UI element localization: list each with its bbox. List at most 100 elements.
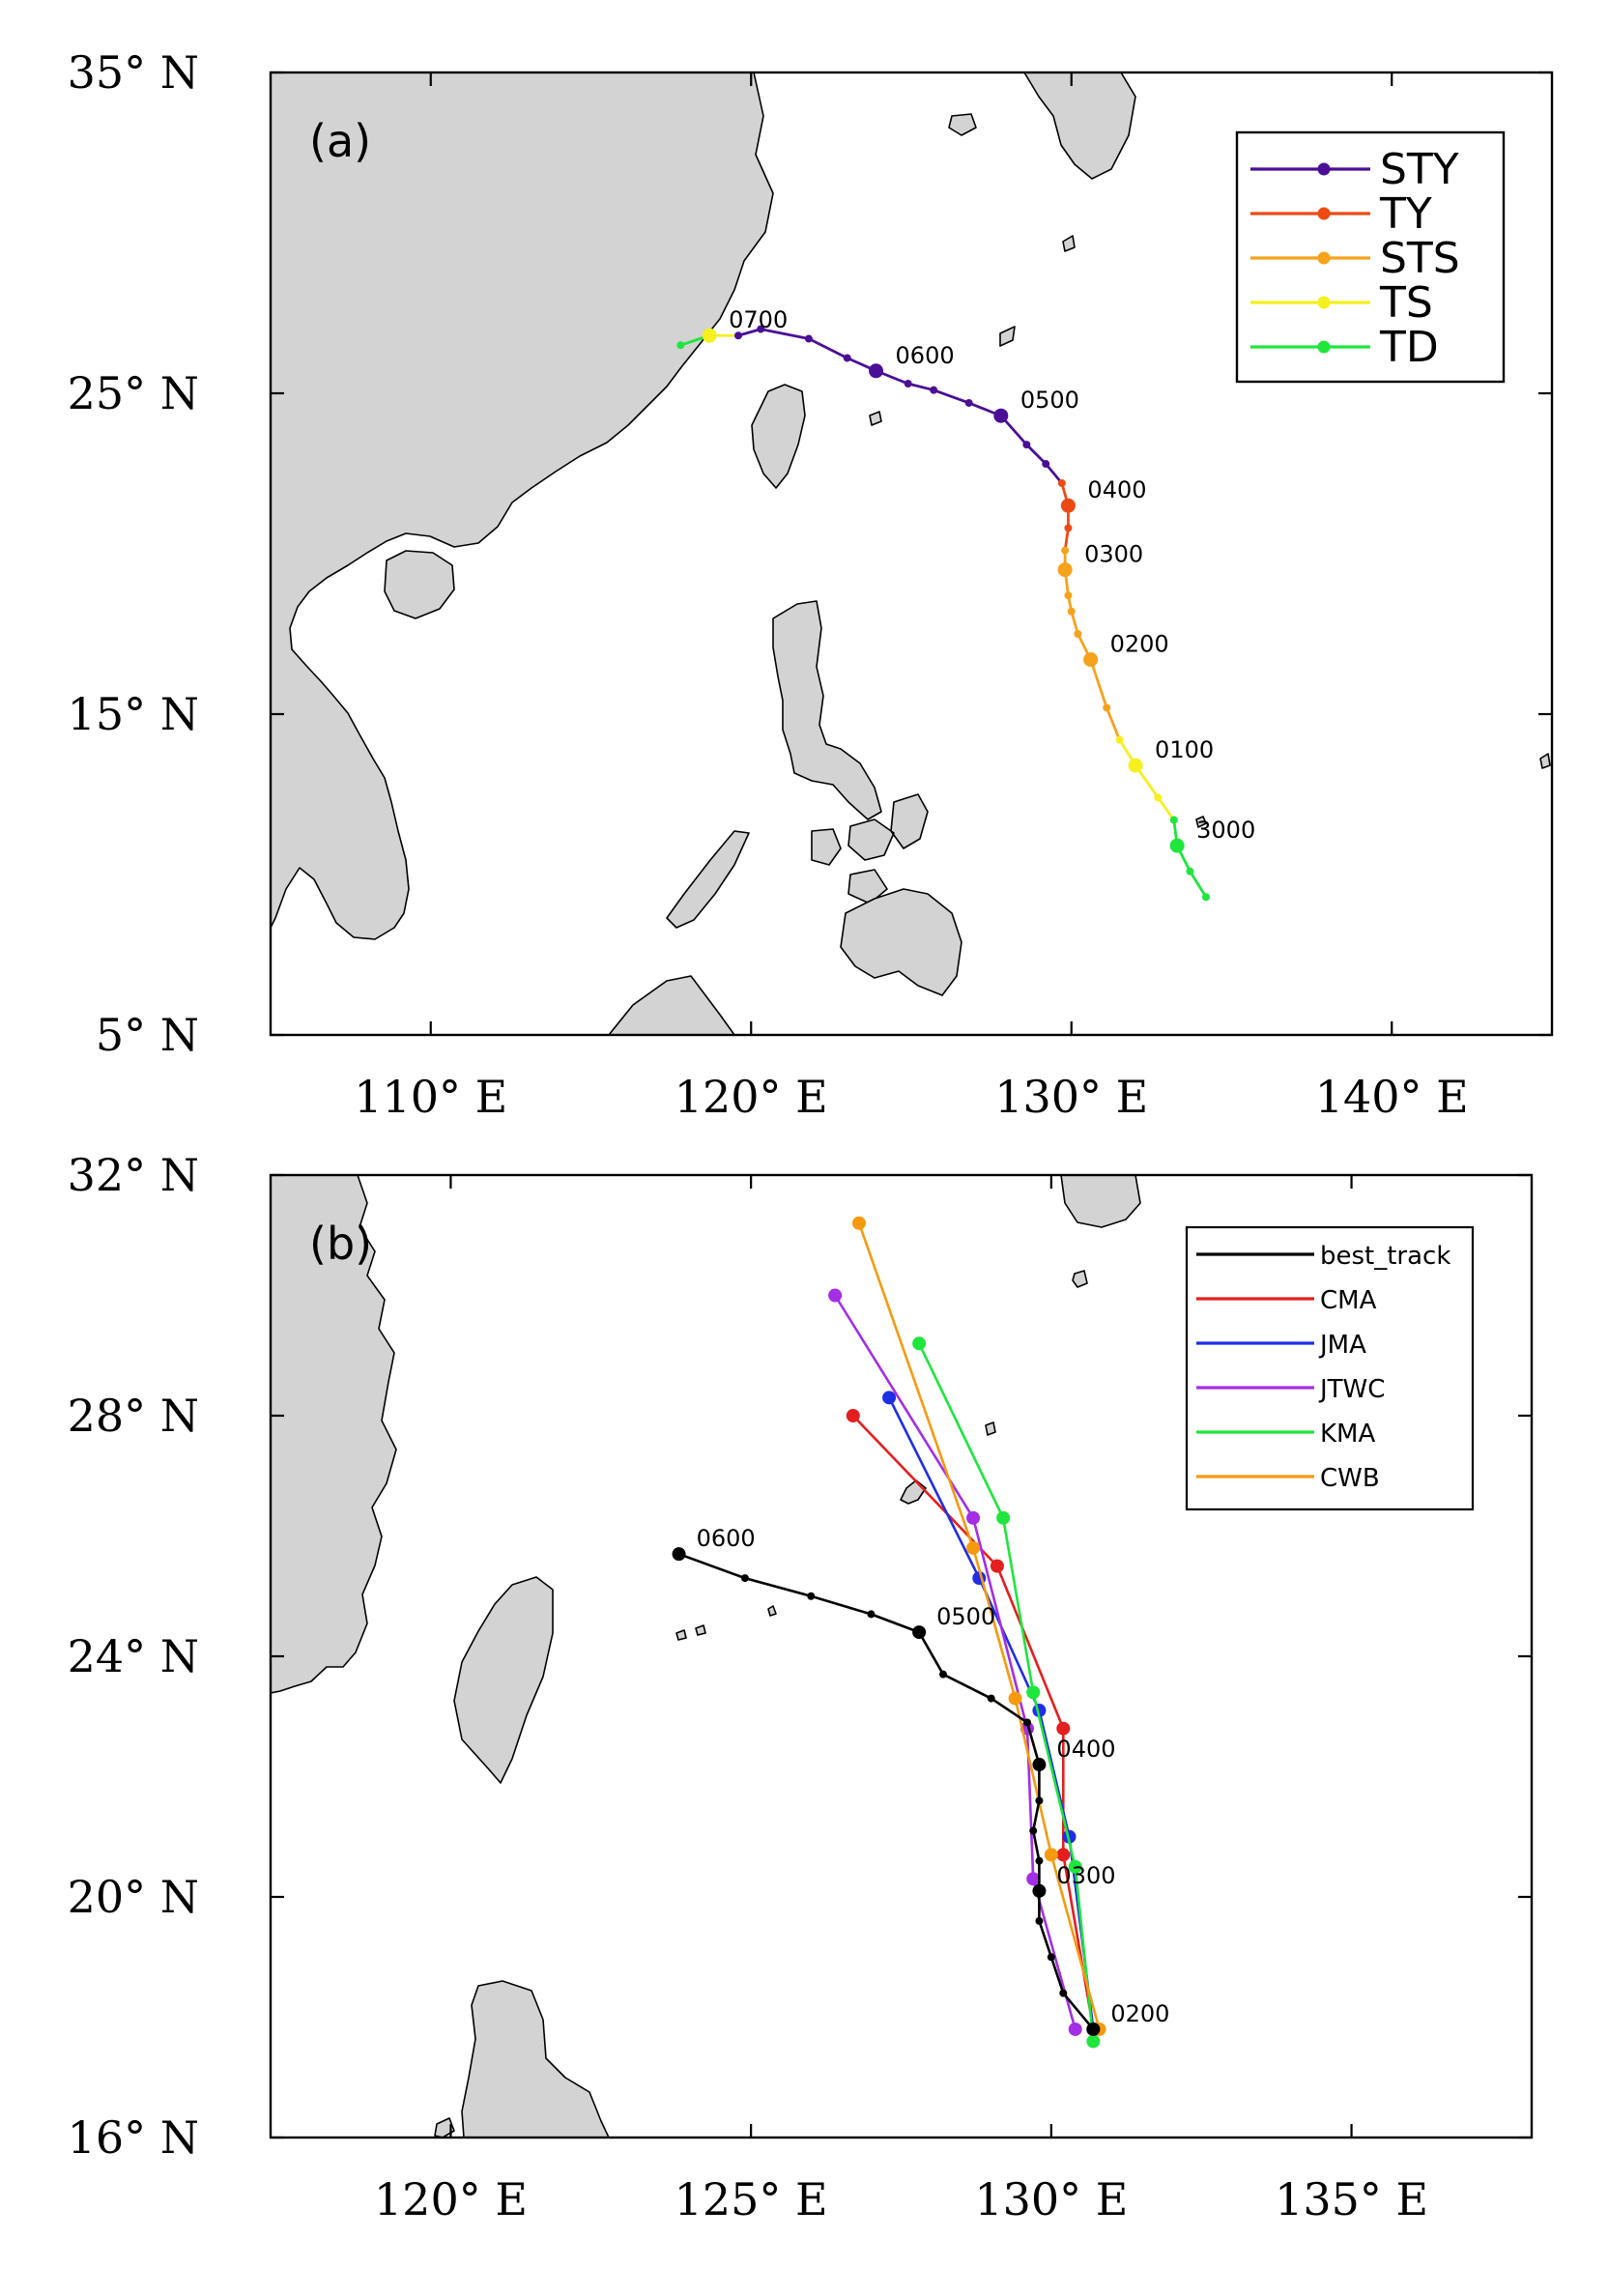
borneo-land <box>608 975 735 1035</box>
series-point <box>996 1510 1011 1525</box>
track-point <box>1103 703 1111 712</box>
hainan-island <box>384 550 455 619</box>
series-point <box>1026 1685 1041 1700</box>
panel-b-axis-ticks <box>271 1173 1532 2139</box>
time-label: 0200 <box>1110 631 1169 658</box>
track-point <box>1074 630 1082 638</box>
track-segment <box>1070 611 1079 635</box>
y-tick-label: 20° N <box>68 1871 199 1923</box>
series-point <box>852 1216 866 1230</box>
palawan-island <box>666 830 750 929</box>
series-point <box>672 1547 686 1562</box>
series-point <box>1026 1872 1041 1886</box>
track-segment <box>760 328 810 340</box>
series-point <box>740 1574 749 1583</box>
track-segment <box>1089 659 1108 708</box>
panel-a-map: 110° E 120° E 130° E 140° E 35° N 25° N 15° N 5… <box>68 46 1554 1123</box>
legend-label: best_track <box>1320 1242 1450 1271</box>
track-point <box>676 341 685 350</box>
time-label: 3000 <box>1196 817 1255 844</box>
series-point <box>1032 1758 1047 1772</box>
series-point <box>867 1610 876 1619</box>
series-point <box>987 1694 995 1703</box>
legend-marker <box>1317 296 1331 309</box>
x-tick-label: 120° E <box>374 2173 528 2225</box>
legend-label: STS <box>1380 234 1460 283</box>
time-label: 0300 <box>1084 541 1143 568</box>
track-segment <box>808 337 848 359</box>
y-tick-label: 32° N <box>68 1149 199 1201</box>
legend-label: CWB <box>1320 1464 1380 1493</box>
track-segment <box>933 388 970 405</box>
track-segment <box>1157 796 1175 821</box>
panel-a-land <box>271 72 1551 1035</box>
small-island <box>985 1421 996 1436</box>
series-point <box>1086 2022 1101 2036</box>
legend-marker <box>1317 340 1331 354</box>
track-segment <box>1045 463 1063 484</box>
y-tick-label: 35° N <box>68 46 199 99</box>
series-point <box>882 1391 897 1405</box>
time-label: 0400 <box>1056 1736 1115 1763</box>
track-point <box>1064 591 1073 600</box>
track-point <box>757 325 765 333</box>
track-point <box>904 380 912 388</box>
track-point <box>1057 562 1073 578</box>
panel-b-map: 120° E 125° E 130° E 135° E 32° N 28° N 24° N 2… <box>68 1149 1534 2225</box>
track-point <box>1064 524 1073 532</box>
series-point <box>990 1559 1004 1573</box>
track-point <box>1057 478 1066 487</box>
legend-label: JMA <box>1318 1331 1366 1360</box>
panel-a-track <box>676 325 1210 902</box>
series-point <box>846 1409 860 1422</box>
track-point <box>1115 735 1124 744</box>
legend-label: TD <box>1379 323 1439 372</box>
series-point <box>1068 1859 1082 1874</box>
small-island <box>1195 816 1207 828</box>
series-point <box>939 1670 947 1679</box>
legend-marker <box>1317 207 1331 220</box>
kyushu-island <box>1023 72 1136 180</box>
mainland-asia-land <box>271 72 774 940</box>
luzon-island <box>772 600 882 820</box>
series-point <box>1035 1856 1044 1865</box>
series-point <box>966 1510 981 1525</box>
track-point <box>1022 441 1031 449</box>
series-point <box>1044 1848 1058 1862</box>
time-label: 0200 <box>1110 2000 1169 2027</box>
small-island <box>675 1629 687 1641</box>
panel-a-tick-labels: 110° E 120° E 130° E 140° E 35° N 25° N 15° N 5… <box>68 46 1469 1123</box>
panel-b-time-labels: 0600 0500 0400 0300 0200 <box>697 1525 1170 2027</box>
series-point <box>1056 1848 1071 1862</box>
track-point <box>843 354 851 362</box>
small-island <box>1539 753 1551 769</box>
track-point <box>993 408 1009 423</box>
legend-label: JTWC <box>1318 1375 1385 1404</box>
series-point <box>1086 2034 1101 2049</box>
y-tick-label: 25° N <box>68 367 199 419</box>
y-tick-label: 28° N <box>68 1390 199 1442</box>
time-label: 0500 <box>936 1603 995 1630</box>
taiwan-island <box>453 1576 554 1784</box>
panel-b-land <box>271 1175 1141 2138</box>
series-point <box>1008 1691 1022 1706</box>
series-point <box>912 1336 927 1351</box>
series-point <box>1035 1916 1044 1925</box>
y-tick-label: 5° N <box>96 1009 199 1061</box>
time-label: 0500 <box>1020 387 1079 414</box>
track-point <box>1060 498 1076 513</box>
series-point <box>807 1592 816 1600</box>
track-point <box>869 363 884 379</box>
series-point <box>1035 1796 1044 1805</box>
panel-a-label: (a) <box>309 115 371 167</box>
legend-marker <box>1317 251 1331 265</box>
track-point <box>1201 893 1210 902</box>
track-point <box>964 398 973 407</box>
kyushu-island <box>1060 1175 1141 1228</box>
y-tick-label: 15° N <box>68 688 199 740</box>
series-point <box>966 1540 981 1555</box>
track-point <box>930 386 938 394</box>
time-label: 0100 <box>1155 736 1214 763</box>
y-tick-label: 16° N <box>68 2111 199 2164</box>
